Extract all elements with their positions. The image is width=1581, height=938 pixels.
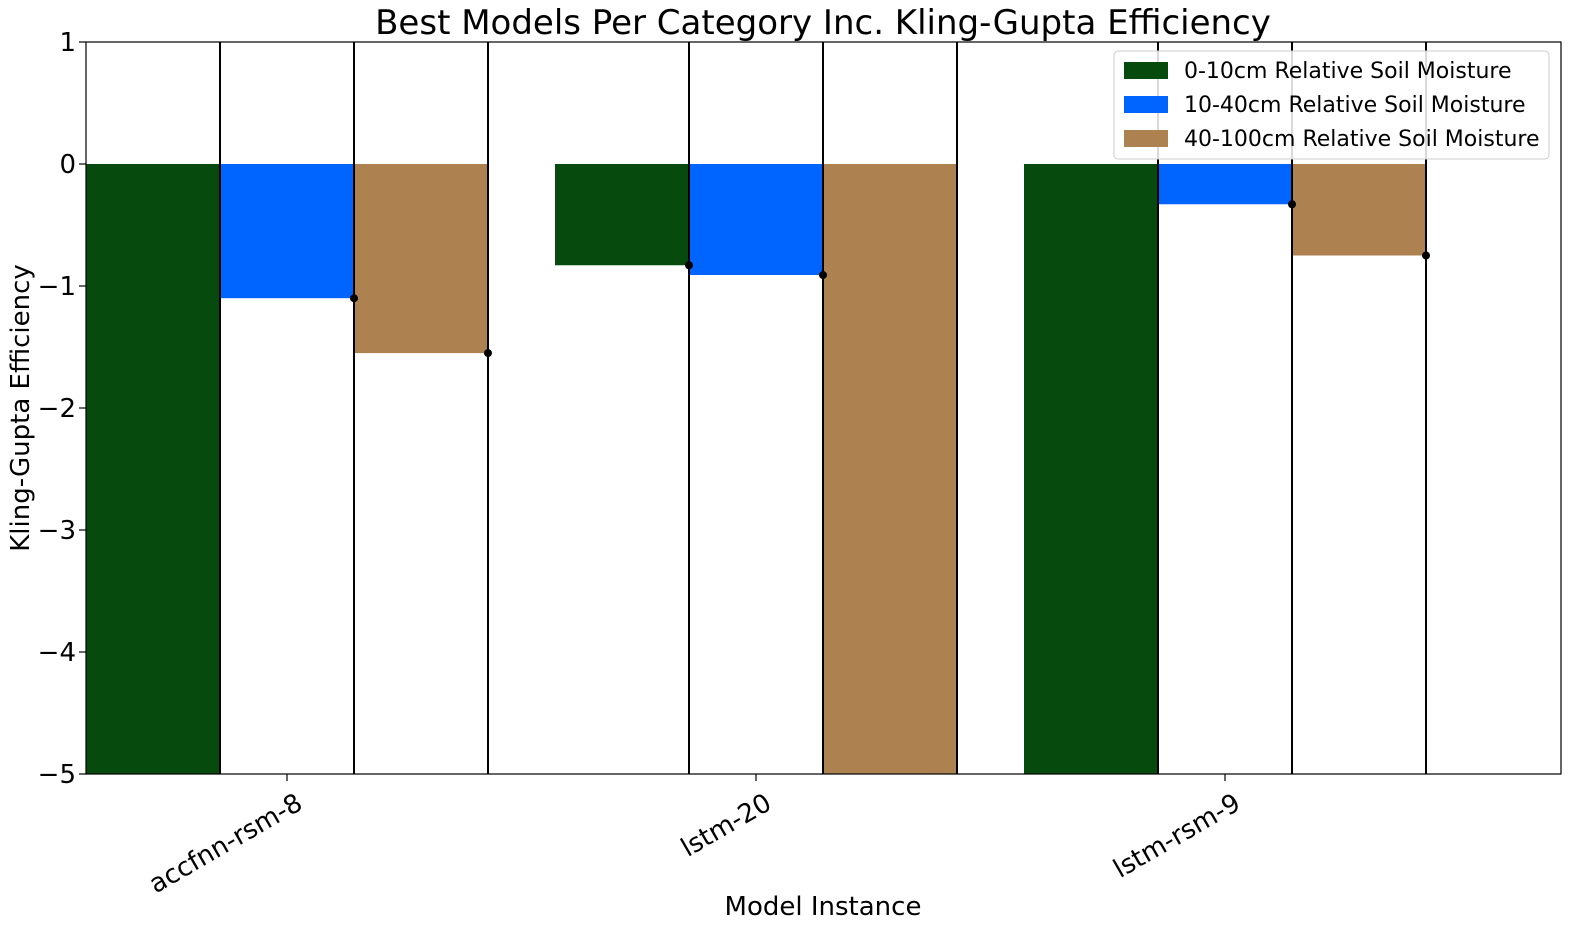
legend-swatch-3 [1124, 130, 1168, 147]
y-axis: 1 0 −1 −2 −3 −4 −5 [38, 28, 86, 790]
value-marker-1-lstm-20 [685, 261, 693, 270]
bar-2-lstm-rsm-9 [1158, 164, 1292, 205]
x-axis: accfnn-rsm-8 lstm-20 lstm-rsm-9 [144, 774, 1246, 900]
x-tick-label: lstm-rsm-9 [1108, 788, 1245, 885]
value-marker-2-accfnn-rsm-8 [350, 294, 358, 303]
bar-3-lstm-rsm-9 [1292, 164, 1426, 256]
bar-3-accfnn-rsm-8 [354, 164, 488, 354]
y-axis-label: Kling-Gupta Efficiency [6, 264, 36, 552]
legend-label-1: 0-10cm Relative Soil Moisture [1184, 59, 1512, 84]
y-tick-label: −4 [38, 638, 76, 668]
legend-swatch-2 [1124, 96, 1168, 113]
y-tick-label: −1 [38, 272, 76, 302]
bar-2-lstm-20 [689, 164, 823, 276]
x-tick-label: lstm-20 [676, 788, 777, 863]
chart-title: Best Models Per Category Inc. Kling-Gupt… [375, 3, 1271, 43]
bar-2-accfnn-rsm-8 [220, 164, 354, 299]
value-marker-2-lstm-20 [819, 271, 827, 280]
legend-label-2: 10-40cm Relative Soil Moisture [1184, 93, 1525, 118]
x-tick-label: accfnn-rsm-8 [144, 788, 308, 900]
plot-area [86, 42, 1430, 774]
bar-1-lstm-rsm-9 [1024, 164, 1158, 774]
y-tick-label: 1 [59, 28, 76, 58]
legend-box [1113, 50, 1550, 160]
bar-1-lstm-20 [555, 164, 689, 266]
legend-label-3: 40-100cm Relative Soil Moisture [1184, 127, 1539, 152]
y-tick-label: −2 [38, 394, 76, 424]
value-marker-2-lstm-rsm-9 [1288, 200, 1296, 209]
y-tick-label: −3 [38, 516, 76, 546]
x-axis-label: Model Instance [725, 892, 922, 922]
bar-1-accfnn-rsm-8 [86, 164, 220, 774]
legend-swatch-1 [1124, 62, 1168, 79]
y-tick-label: −5 [38, 760, 76, 790]
y-tick-label: 0 [59, 150, 76, 180]
legend: 0-10cm Relative Soil Moisture 10-40cm Rel… [1113, 50, 1550, 160]
bar-3-lstm-20 [823, 164, 957, 774]
value-marker-3-lstm-rsm-9 [1422, 251, 1430, 260]
value-marker-3-accfnn-rsm-8 [484, 349, 492, 358]
